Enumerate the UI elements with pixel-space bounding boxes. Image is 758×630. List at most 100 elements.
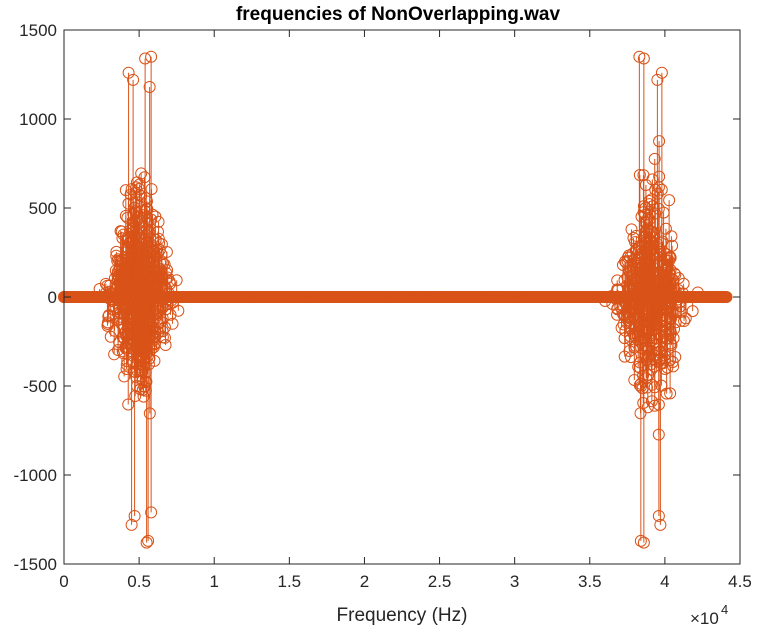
stem-marker-zero — [352, 291, 365, 303]
stem-marker — [653, 256, 666, 269]
stem-marker-zero — [169, 291, 182, 303]
stem-marker-zero — [259, 291, 272, 303]
stem-marker-zero — [502, 291, 515, 303]
stem-marker-zero — [136, 291, 149, 303]
stem-marker-zero — [700, 291, 713, 303]
stem-marker — [93, 283, 106, 296]
stem-marker — [120, 358, 133, 371]
stem-marker-zero — [463, 291, 476, 303]
stem-marker — [143, 407, 156, 420]
stem-marker-zero — [514, 291, 527, 303]
stem-marker-zero — [382, 291, 395, 303]
stem-marker-zero — [181, 291, 194, 303]
stem-marker — [633, 297, 646, 310]
stem-marker — [149, 325, 162, 338]
y-axis-ticks: -1500 -1000 -500 0 500 1000 1500 — [14, 21, 740, 574]
stem-marker — [652, 343, 665, 356]
stem-marker-zero — [703, 291, 716, 303]
stem-marker-zero — [607, 291, 620, 303]
stem-marker — [678, 315, 691, 328]
stem-marker-zero — [295, 291, 308, 303]
stem-marker-zero — [172, 291, 185, 303]
stem-marker-zero — [100, 291, 113, 303]
stem-marker-zero — [511, 291, 524, 303]
stem-marker-zero — [124, 291, 137, 303]
stem-marker — [633, 169, 646, 182]
stem-marker-zero — [85, 291, 98, 303]
stem-marker-zero — [622, 291, 635, 303]
stem-marker-zero — [142, 291, 155, 303]
stem-marker — [634, 534, 647, 547]
stem-marker-zero — [493, 291, 506, 303]
x-axis-ticks: 0 0.5 1 1.5 2 2.5 3 3.5 4 4.5 — [59, 30, 752, 591]
stem-marker-zero — [475, 291, 488, 303]
stem-marker-zero — [499, 291, 512, 303]
stem-marker — [679, 312, 692, 325]
stem-marker — [667, 306, 680, 319]
stem-marker-zero — [517, 291, 530, 303]
stem-marker — [633, 379, 646, 392]
x-tick-label: 1 — [209, 572, 218, 591]
x-tick-label: 3 — [510, 572, 519, 591]
stem-marker-zero — [262, 291, 275, 303]
stem-marker-zero — [442, 291, 455, 303]
stem-marker-zero — [109, 291, 122, 303]
stem-marker-zero — [427, 291, 440, 303]
stem-marker-zero — [478, 291, 491, 303]
stem-marker — [654, 518, 667, 531]
stem-marker — [629, 236, 642, 249]
stem-marker-zero — [592, 291, 605, 303]
stem-marker-zero — [385, 291, 398, 303]
stem-marker-zero — [640, 291, 653, 303]
stem-marker — [108, 348, 121, 361]
stem-marker-zero — [292, 291, 305, 303]
stem-marker-zero — [574, 291, 587, 303]
x-tick-label: 4 — [660, 572, 669, 591]
stem-marker-zero — [568, 291, 581, 303]
stem-marker — [166, 317, 179, 330]
stem-marker-zero — [199, 291, 212, 303]
stem-marker-zero — [79, 291, 92, 303]
stem-marker-zero — [505, 291, 518, 303]
stem-marker — [110, 245, 123, 258]
stem-marker-zero — [406, 291, 419, 303]
stem-marker — [164, 308, 177, 321]
stem-marker-zero — [220, 291, 233, 303]
stem-marker-zero — [355, 291, 368, 303]
stem-marker — [118, 370, 131, 383]
stem-marker-zero — [61, 291, 74, 303]
stem-marker-zero — [286, 291, 299, 303]
stem-marker-zero — [415, 291, 428, 303]
stem-marker-zero — [421, 291, 434, 303]
stem-marker — [112, 269, 125, 282]
stem-marker-zero — [337, 291, 350, 303]
stem-marker-zero — [205, 291, 218, 303]
stem-marker-zero — [439, 291, 452, 303]
stem-marker-zero — [472, 291, 485, 303]
stem-series — [58, 50, 733, 549]
stem-marker-zero — [208, 291, 221, 303]
stem-marker — [664, 354, 677, 367]
stem-marker-zero — [547, 291, 560, 303]
stem-marker-zero — [319, 291, 332, 303]
stem-marker — [125, 518, 138, 531]
stem-marker-zero — [580, 291, 593, 303]
y-tick-label: -1000 — [14, 466, 57, 485]
stem-marker-zero — [235, 291, 248, 303]
stem-marker — [625, 223, 638, 236]
stem-marker — [616, 258, 629, 271]
stem-marker-zero — [247, 291, 260, 303]
stem-marker-zero — [115, 291, 128, 303]
stem-marker-zero — [268, 291, 281, 303]
stem-marker-zero — [643, 291, 656, 303]
stem-marker — [160, 245, 173, 258]
stem-marker-zero — [160, 291, 173, 303]
stem-marker-zero — [535, 291, 548, 303]
stem-marker-zero — [76, 291, 89, 303]
stem-marker-zero — [610, 291, 623, 303]
stem-marker-zero — [673, 291, 686, 303]
stem-marker — [644, 264, 657, 277]
stem-marker-zero — [133, 291, 146, 303]
stem-marker-zero — [544, 291, 557, 303]
